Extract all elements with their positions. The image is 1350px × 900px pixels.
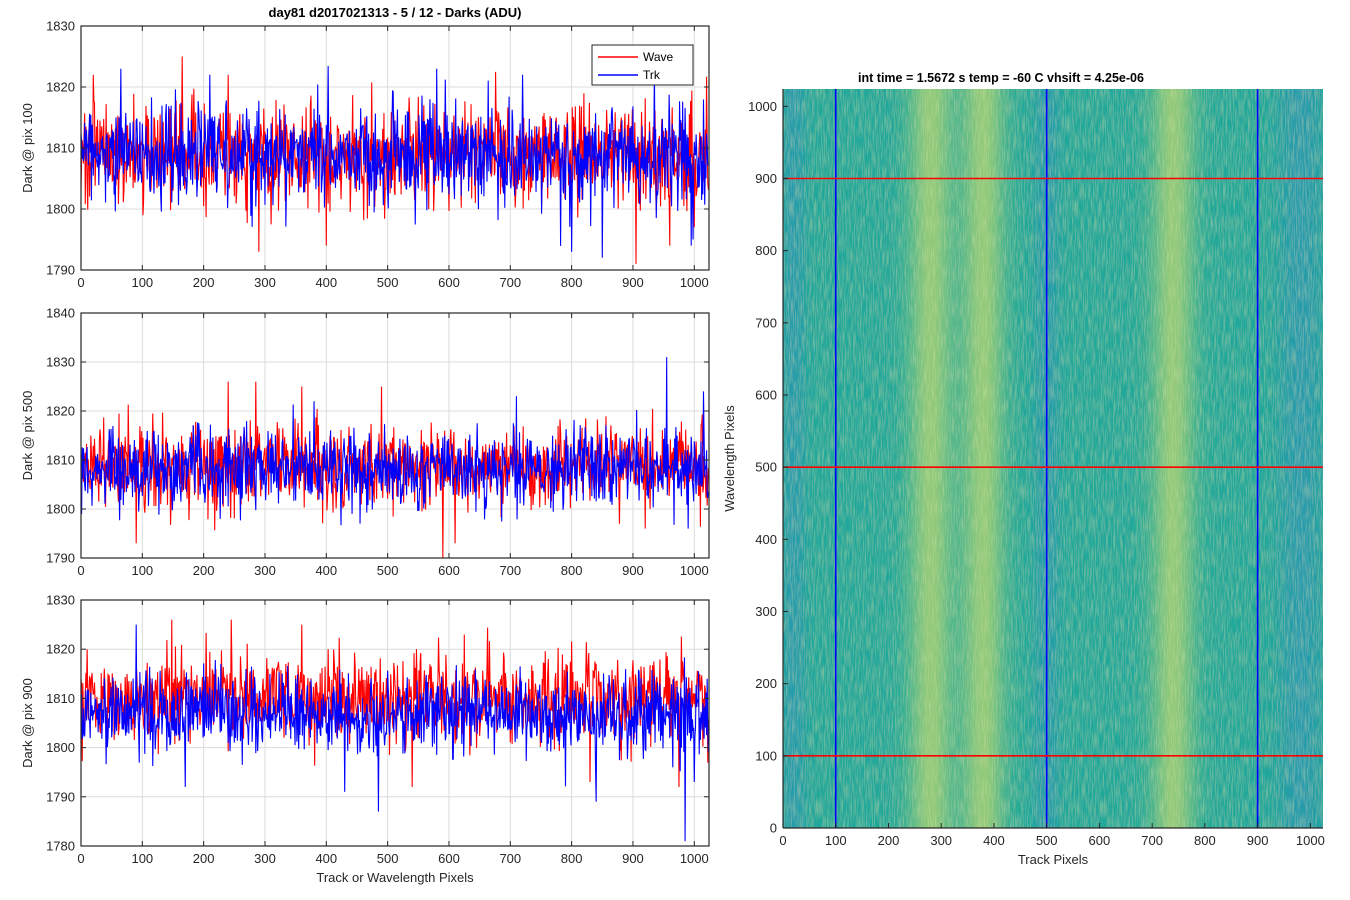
- x-tick-label: 100: [131, 275, 153, 290]
- legend-entry: Wave: [643, 50, 674, 64]
- y-tick-label: 1810: [46, 453, 75, 468]
- x-tick-label: 1000: [680, 563, 709, 578]
- x-tick-label: 900: [1247, 833, 1269, 848]
- x-tick-label: 600: [438, 275, 460, 290]
- y-tick-label: 1830: [46, 19, 75, 34]
- y-tick-label: 1830: [46, 355, 75, 370]
- x-tick-label: 800: [561, 851, 583, 866]
- legend-box: [591, 44, 694, 86]
- y-tick-label: 600: [755, 387, 777, 402]
- y-tick-label: 1840: [46, 306, 75, 321]
- y-axis-label: Dark @ pix 500: [20, 391, 35, 481]
- x-tick-label: 900: [622, 275, 644, 290]
- x-tick-label: 0: [77, 563, 84, 578]
- x-axis-label: Track or Wavelength Pixels: [316, 870, 474, 885]
- x-axis-label: Track Pixels: [1018, 852, 1089, 867]
- y-tick-label: 200: [755, 676, 777, 691]
- x-tick-label: 400: [315, 851, 337, 866]
- y-tick-label: 1810: [46, 691, 75, 706]
- y-tick-label: 1790: [46, 263, 75, 278]
- heatmap-texture: [783, 89, 1323, 828]
- y-axis-label: Dark @ pix 900: [20, 678, 35, 768]
- x-tick-label: 600: [438, 563, 460, 578]
- y-axis-label: Dark @ pix 100: [20, 103, 35, 193]
- axes-frame: [80, 312, 710, 559]
- x-tick-label: 800: [561, 563, 583, 578]
- series-line-trk: [81, 66, 709, 258]
- y-tick-label: 400: [755, 532, 777, 547]
- x-tick-label: 700: [1141, 833, 1163, 848]
- x-tick-label: 500: [377, 563, 399, 578]
- x-tick-label: 200: [878, 833, 900, 848]
- x-tick-label: 1000: [680, 275, 709, 290]
- figure-title: day81 d2017021313 - 5 / 12 - Darks (ADU): [269, 5, 522, 20]
- y-tick-label: 1810: [46, 141, 75, 156]
- subplot-pix-100: 0 100 200 300 400 500 600 700 800 900 1000 1790 1800…: [20, 19, 710, 290]
- x-tick-label: 300: [254, 275, 276, 290]
- x-tick-label: 700: [499, 275, 521, 290]
- plot-area: [81, 313, 709, 558]
- y-tick-label: 1820: [46, 642, 75, 657]
- x-tick-label: 800: [561, 275, 583, 290]
- y-tick-label: 1790: [46, 551, 75, 566]
- x-tick-label: 100: [131, 851, 153, 866]
- x-tick-label: 1000: [680, 851, 709, 866]
- x-tick-label: 200: [193, 851, 215, 866]
- y-tick-label: 1800: [46, 202, 75, 217]
- y-tick-label: 100: [755, 748, 777, 763]
- x-tick-label: 200: [193, 563, 215, 578]
- x-tick-label: 900: [622, 851, 644, 866]
- y-tick-label: 300: [755, 604, 777, 619]
- x-tick-label: 600: [1089, 833, 1111, 848]
- heatmap-panel: int time = 1.5672 s temp = -60 C vhsift …: [722, 71, 1325, 867]
- y-tick-label: 1800: [46, 502, 75, 517]
- x-tick-label: 0: [779, 833, 786, 848]
- x-tick-label: 700: [499, 851, 521, 866]
- x-tick-label: 500: [377, 275, 399, 290]
- subplot-pix-900: 0 100 200 300 400 500 600 700 800 900 1000 1780 1790…: [20, 593, 710, 885]
- x-tick-label: 200: [193, 275, 215, 290]
- subplot-pix-500: 0 100 200 300 400 500 600 700 800 900 1000 1790 1800…: [20, 306, 710, 578]
- x-tick-label: 400: [315, 275, 337, 290]
- legend-entry: Trk: [643, 68, 661, 82]
- y-tick-label: 1820: [46, 80, 75, 95]
- x-tick-label: 400: [983, 833, 1005, 848]
- y-tick-label: 900: [755, 171, 777, 186]
- heatmap-title: int time = 1.5672 s temp = -60 C vhsift …: [858, 71, 1144, 85]
- y-tick-label: 700: [755, 315, 777, 330]
- x-tick-label: 400: [315, 563, 337, 578]
- x-tick-label: 600: [438, 851, 460, 866]
- series-line-trk: [81, 357, 709, 529]
- x-tick-label: 300: [930, 833, 952, 848]
- y-tick-label: 1820: [46, 404, 75, 419]
- y-tick-label: 1830: [46, 593, 75, 608]
- x-tick-label: 800: [1194, 833, 1216, 848]
- x-tick-label: 0: [77, 851, 84, 866]
- series-line-trk: [81, 624, 709, 842]
- x-tick-label: 300: [254, 563, 276, 578]
- x-tick-label: 300: [254, 851, 276, 866]
- y-axis-label: Wavelength Pixels: [722, 405, 737, 512]
- y-tick-label: 1790: [46, 789, 75, 804]
- y-tick-label: 0: [770, 821, 777, 836]
- x-tick-label: 1000: [1296, 833, 1325, 848]
- x-tick-label: 500: [377, 851, 399, 866]
- y-tick-label: 500: [755, 460, 777, 475]
- axes-frame: [80, 599, 710, 847]
- x-tick-label: 700: [499, 563, 521, 578]
- x-tick-label: 0: [77, 275, 84, 290]
- x-tick-label: 100: [131, 563, 153, 578]
- y-tick-label: 1000: [748, 99, 777, 114]
- x-tick-label: 500: [1036, 833, 1058, 848]
- x-tick-label: 100: [825, 833, 847, 848]
- y-tick-label: 800: [755, 243, 777, 258]
- legend: Wave Trk: [591, 44, 694, 86]
- y-tick-label: 1800: [46, 740, 75, 755]
- y-tick-label: 1780: [46, 839, 75, 854]
- x-tick-label: 900: [622, 563, 644, 578]
